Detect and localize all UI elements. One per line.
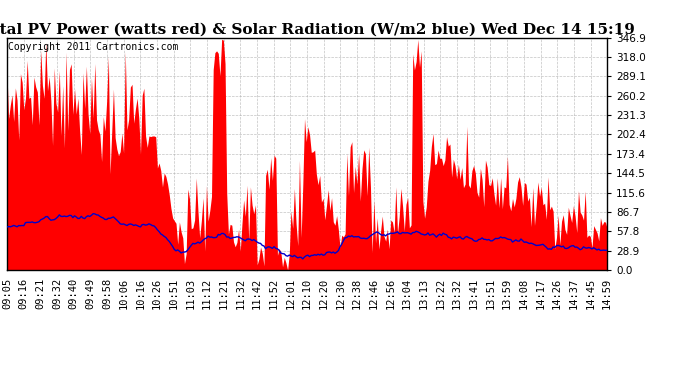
Text: Copyright 2011 Cartronics.com: Copyright 2011 Cartronics.com (8, 42, 179, 52)
Title: Total PV Power (watts red) & Solar Radiation (W/m2 blue) Wed Dec 14 15:19: Total PV Power (watts red) & Solar Radia… (0, 22, 635, 36)
